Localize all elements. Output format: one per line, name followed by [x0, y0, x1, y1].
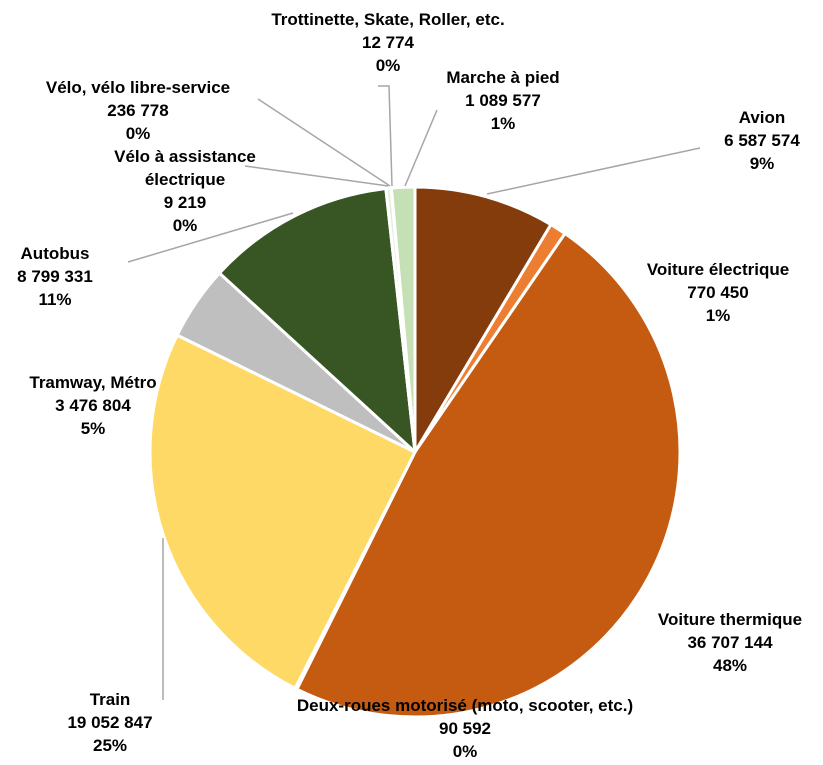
percent-label: 0%	[125, 124, 151, 143]
value-label: 6 587 574	[724, 131, 800, 150]
pie-slice	[413, 185, 553, 454]
percent-label: 0%	[452, 742, 478, 761]
value-label: 90 592	[439, 719, 491, 738]
leader-line	[378, 85, 393, 187]
value-label: 3 476 804	[55, 396, 131, 415]
category-label: Voiture thermique	[657, 610, 803, 629]
value-label: 236 778	[107, 101, 169, 120]
category-label: Autobus	[20, 244, 90, 263]
category-label: Train	[89, 690, 131, 709]
data-label: Vélo à assistance électrique 9 219 0%	[100, 145, 270, 237]
category-label: Vélo à assistance électrique	[114, 147, 256, 189]
category-label: Trottinette, Skate, Roller, etc.	[271, 10, 505, 29]
value-label: 9 219	[163, 193, 207, 212]
data-label: Trottinette, Skate, Roller, etc. 12 774 0%	[228, 8, 548, 77]
data-label: Vélo, vélo libre-service 236 778 0%	[8, 76, 268, 145]
percent-label: 5%	[80, 419, 106, 438]
percent-label: 48%	[712, 656, 748, 675]
data-label: Train 19 052 847 25%	[30, 688, 190, 757]
category-label: Tramway, Métro	[29, 373, 157, 392]
category-label: Avion	[738, 108, 786, 127]
data-label: Marche à pied 1 089 577 1%	[413, 66, 593, 135]
leader-line	[486, 147, 701, 195]
data-label: Autobus 8 799 331 11%	[0, 242, 110, 311]
leader-line	[257, 98, 391, 187]
data-label: Voiture thermique 36 707 144 48%	[630, 608, 823, 677]
category-label: Voiture électrique	[646, 260, 790, 279]
data-label: Voiture électrique 770 450 1%	[618, 258, 818, 327]
percent-label: 0%	[172, 216, 198, 235]
data-label: Tramway, Métro 3 476 804 5%	[3, 371, 183, 440]
pie-slice	[295, 232, 682, 719]
percent-label: 0%	[375, 56, 401, 75]
value-label: 36 707 144	[687, 633, 773, 652]
data-label: Deux-roues motorisé (moto, scooter, etc.…	[245, 694, 685, 763]
category-label: Deux-roues motorisé (moto, scooter, etc.…	[296, 696, 634, 715]
percent-label: 1%	[490, 114, 516, 133]
percent-label: 25%	[92, 736, 128, 755]
value-label: 8 799 331	[17, 267, 93, 286]
leader-line	[404, 109, 438, 187]
value-label: 12 774	[362, 33, 414, 52]
percent-label: 9%	[749, 154, 775, 173]
value-label: 770 450	[687, 283, 749, 302]
leader-line	[127, 212, 294, 263]
leader-line	[244, 165, 389, 187]
percent-label: 1%	[705, 306, 731, 325]
pie-slice	[389, 185, 417, 454]
value-label: 1 089 577	[465, 91, 541, 110]
category-label: Vélo, vélo libre-service	[45, 78, 231, 97]
data-label: Avion 6 587 574 9%	[692, 106, 823, 175]
value-label: 19 052 847	[67, 713, 153, 732]
category-label: Marche à pied	[446, 68, 560, 87]
percent-label: 11%	[38, 290, 72, 309]
pie-slice	[148, 333, 417, 690]
pie-slice	[217, 187, 417, 454]
